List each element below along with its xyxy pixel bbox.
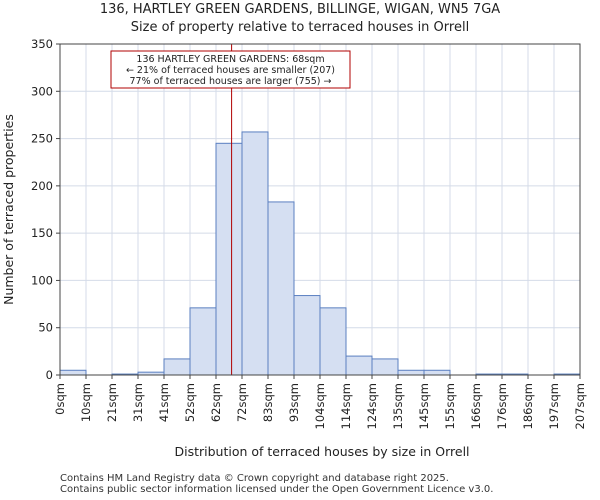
bar-145sqm: [423, 369, 451, 376]
bar-124sqm: [371, 358, 399, 376]
bar-62sqm: [215, 142, 243, 376]
x-tick-label: 52sqm: [183, 383, 197, 422]
x-tick-label: 62sqm: [209, 383, 223, 422]
x-tick-label: 176sqm: [495, 383, 509, 429]
x-tick-label: 166sqm: [469, 383, 483, 429]
x-tick-label: 41sqm: [157, 383, 171, 422]
x-tick-label: 145sqm: [417, 383, 431, 429]
chart-title: 136, HARTLEY GREEN GARDENS, BILLINGE, WI…: [100, 2, 500, 17]
y-tick-label: 350: [31, 37, 53, 51]
x-tick-label: 155sqm: [443, 383, 457, 429]
y-tick-label: 300: [31, 84, 53, 98]
footer-line-1: Contains HM Land Registry data © Crown c…: [60, 473, 449, 484]
x-tick-label: 0sqm: [53, 383, 67, 415]
bar-93sqm: [293, 295, 321, 376]
annotation: 136 HARTLEY GREEN GARDENS: 68sqm ← 21% o…: [110, 50, 351, 89]
x-tick-label: 93sqm: [287, 383, 301, 422]
x-tick-label: 21sqm: [105, 383, 119, 422]
bar-0sqm: [59, 369, 87, 376]
bar-52sqm: [189, 307, 217, 376]
bar-104sqm: [319, 307, 347, 376]
y-axis-ticks: 0 50 100 150 200 250 300 350: [31, 37, 60, 382]
annotation-line-2: ← 21% of terraced houses are smaller (20…: [126, 65, 335, 76]
x-tick-label: 197sqm: [547, 383, 561, 429]
annotation-line-3: 77% of terraced houses are larger (755) …: [130, 76, 332, 87]
x-axis-ticks: 0sqm 10sqm 21sqm 31sqm 41sqm 52sqm 62sqm 72sqm 8…: [53, 375, 587, 429]
footer-line-2: Contains public sector information licen…: [60, 484, 494, 495]
x-tick-label: 186sqm: [521, 383, 535, 429]
x-tick-label: 31sqm: [131, 383, 145, 422]
y-tick-label: 100: [31, 273, 53, 287]
x-tick-label: 207sqm: [573, 383, 587, 429]
y-axis-label: Number of terraced properties: [1, 114, 16, 305]
x-tick-label: 83sqm: [261, 383, 275, 422]
annotation-line-1: 136 HARTLEY GREEN GARDENS: 68sqm: [136, 54, 324, 65]
annotation-box: [110, 50, 351, 89]
y-tick-label: 50: [38, 321, 53, 335]
bars: [59, 131, 581, 376]
y-tick-label: 250: [31, 132, 53, 146]
bar-114sqm: [345, 355, 373, 376]
x-tick-label: 124sqm: [365, 383, 379, 429]
y-tick-label: 0: [46, 368, 53, 382]
x-axis-label: Distribution of terraced houses by size …: [174, 444, 469, 459]
y-tick-label: 200: [31, 179, 53, 193]
x-tick-label: 135sqm: [391, 383, 405, 429]
chart-subtitle: Size of property relative to terraced ho…: [131, 20, 469, 35]
x-tick-label: 104sqm: [313, 383, 327, 429]
bar-72sqm: [241, 131, 269, 376]
x-tick-label: 10sqm: [79, 383, 93, 422]
x-tick-label: 72sqm: [235, 383, 249, 422]
bar-41sqm: [163, 358, 191, 376]
y-tick-label: 150: [31, 226, 53, 240]
x-tick-label: 114sqm: [339, 383, 353, 429]
bar-83sqm: [267, 201, 295, 376]
bar-135sqm: [397, 369, 425, 376]
